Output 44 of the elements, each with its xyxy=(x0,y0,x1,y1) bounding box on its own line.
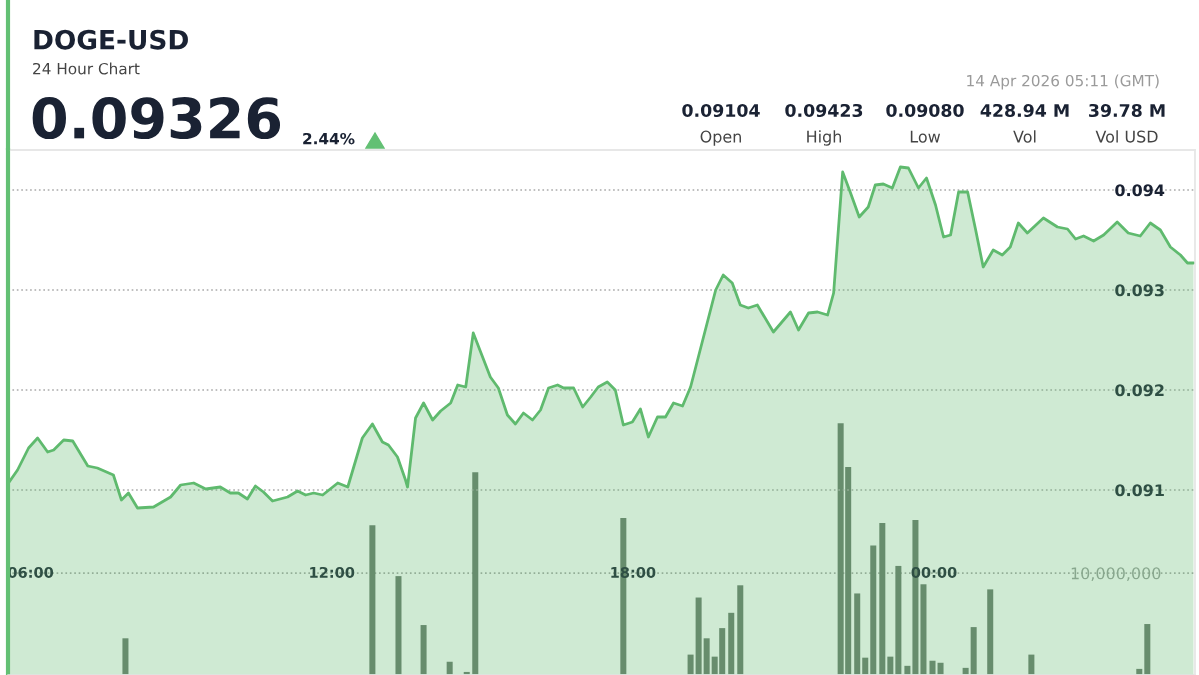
text: High xyxy=(807,130,841,146)
bar xyxy=(870,545,877,675)
bar xyxy=(1144,624,1151,675)
bar xyxy=(472,472,479,675)
bar xyxy=(879,523,886,675)
text: 428.94 M xyxy=(980,103,1069,118)
text: 2.44% xyxy=(303,132,355,145)
text: 0.09326 xyxy=(32,97,281,140)
bar xyxy=(122,638,129,675)
text: Open xyxy=(700,130,741,146)
bar xyxy=(929,660,936,675)
bar xyxy=(695,597,702,675)
text: Vol xyxy=(1013,130,1036,143)
bar xyxy=(1028,654,1035,675)
text: 0.09104 xyxy=(682,103,760,118)
bar xyxy=(687,654,694,675)
text: Vol USD xyxy=(1095,130,1158,143)
bar xyxy=(862,657,869,675)
bar xyxy=(987,589,994,675)
bar xyxy=(420,625,427,675)
text: 39.78 M xyxy=(1089,103,1165,118)
y2-tick-label: 10,000,000 xyxy=(1071,567,1161,581)
bar xyxy=(728,612,735,675)
y-tick-label: 0.093 xyxy=(1115,284,1164,297)
text: 0.09080 xyxy=(886,103,964,118)
bar xyxy=(395,576,402,675)
bar xyxy=(920,584,927,675)
y-tick-label: 0.091 xyxy=(1115,484,1164,497)
x-tick-label: 12:00 xyxy=(310,566,355,578)
bar xyxy=(854,593,861,675)
text: 14 Apr 2026 05:11 (GMT) xyxy=(967,74,1159,90)
bar xyxy=(446,661,453,675)
bar xyxy=(369,525,376,675)
chart-subtitle: 24 Hour Chart xyxy=(33,62,140,75)
bar xyxy=(703,638,710,675)
text: Low xyxy=(910,130,941,143)
bar xyxy=(895,565,902,675)
text: 0.09423 xyxy=(785,103,863,118)
y-tick-label: 0.092 xyxy=(1115,384,1164,397)
y-tick-label: 0.094 xyxy=(1115,184,1165,197)
bar xyxy=(737,585,744,675)
bar xyxy=(887,656,894,675)
bar xyxy=(970,627,977,675)
chart-title: DOGE-USD xyxy=(34,29,188,50)
